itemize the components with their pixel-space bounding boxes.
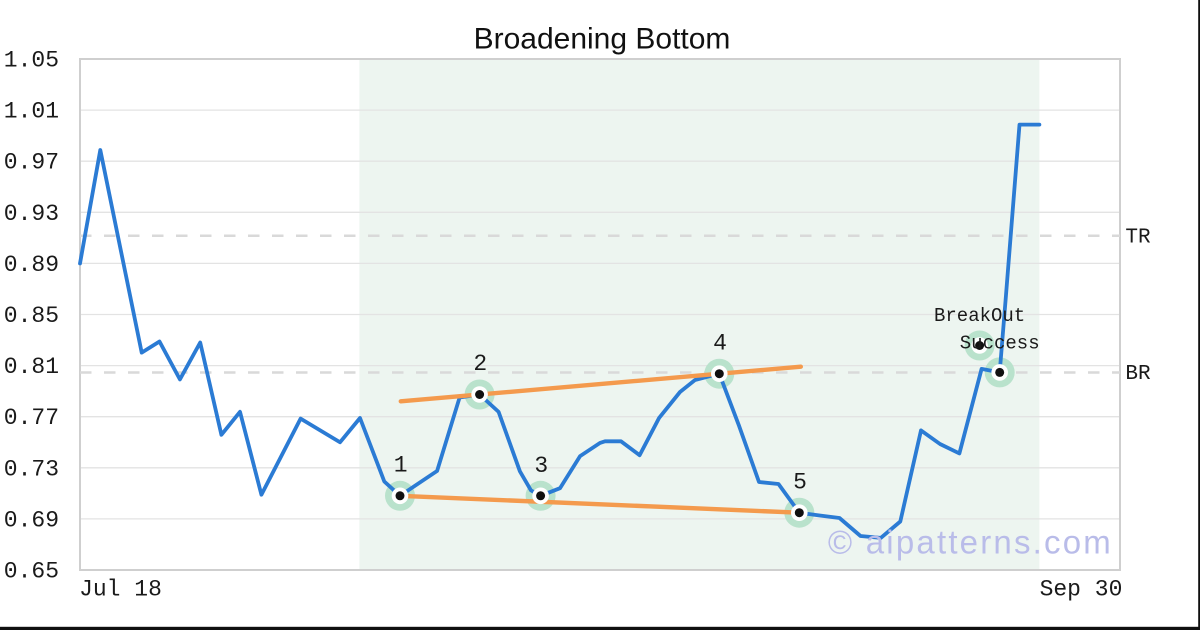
- svg-text:0.73: 0.73: [4, 456, 59, 482]
- svg-text:1: 1: [394, 453, 408, 479]
- svg-text:2: 2: [473, 351, 487, 377]
- svg-text:Broadening Bottom: Broadening Bottom: [474, 22, 731, 55]
- svg-text:TR: TR: [1125, 227, 1151, 250]
- svg-text:BreakOut: BreakOut: [934, 305, 1025, 327]
- svg-text:0.85: 0.85: [4, 303, 59, 329]
- svg-text:Sep 30: Sep 30: [1040, 577, 1123, 603]
- svg-text:0.97: 0.97: [4, 150, 59, 176]
- svg-text:3: 3: [534, 453, 548, 479]
- svg-text:4: 4: [713, 331, 727, 357]
- svg-text:1.01: 1.01: [4, 99, 59, 125]
- svg-text:0.77: 0.77: [4, 405, 59, 431]
- svg-text:5: 5: [793, 470, 807, 496]
- svg-text:0.69: 0.69: [4, 507, 59, 533]
- svg-text:0.89: 0.89: [4, 252, 59, 278]
- svg-text:Success: Success: [960, 333, 1040, 355]
- svg-text:Jul 18: Jul 18: [79, 577, 162, 603]
- svg-text:0.65: 0.65: [4, 559, 59, 585]
- svg-text:0.81: 0.81: [4, 354, 59, 380]
- svg-text:© aipatterns.com: © aipatterns.com: [828, 524, 1113, 561]
- svg-text:0.93: 0.93: [4, 201, 59, 227]
- svg-text:BR: BR: [1125, 363, 1151, 386]
- svg-text:1.05: 1.05: [4, 48, 59, 74]
